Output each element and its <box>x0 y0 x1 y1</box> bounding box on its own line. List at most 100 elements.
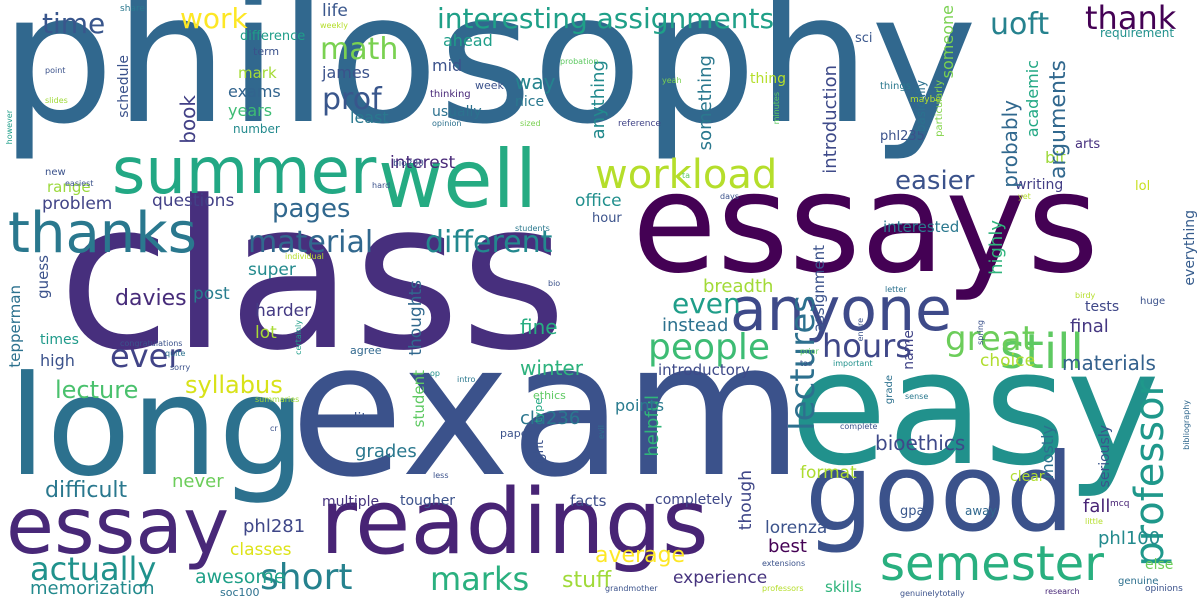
word-introductory: introductory <box>658 361 750 379</box>
word-way: way <box>515 70 556 94</box>
word-op: op <box>430 369 440 378</box>
word-tepperman: tepperman <box>6 285 24 368</box>
word-grades: grades <box>355 441 417 462</box>
word-prof: prof <box>322 82 382 117</box>
word-gpa: gpa <box>900 504 925 519</box>
word-less: less <box>433 471 449 480</box>
word-book: book <box>176 95 200 144</box>
word-bio: bio <box>548 279 561 288</box>
word-materials: materials <box>1062 351 1156 375</box>
word-maybe: maybe <box>910 95 941 105</box>
word-extensions: extensions <box>762 559 806 568</box>
word-best: best <box>768 536 807 557</box>
word-usually: usually <box>432 104 482 120</box>
word-students: students <box>515 224 550 233</box>
word-research: research <box>1045 587 1080 596</box>
word-great: great <box>945 319 1035 359</box>
word-easiest: easiest <box>65 179 94 188</box>
word-life: life <box>322 1 348 21</box>
word-anything: anything <box>588 60 609 140</box>
word-hard: hard <box>372 181 391 190</box>
word-phl235: phl235 <box>880 129 925 144</box>
word-lot: lot <box>255 323 277 343</box>
word-fall: fall <box>1083 496 1111 517</box>
word-easier: easier <box>895 166 975 196</box>
word-assignment: assignment <box>810 245 828 333</box>
word-average: average <box>595 543 686 568</box>
word-ever: ever <box>110 337 182 375</box>
word-particularly: particularly <box>934 80 945 137</box>
word-basically: basically <box>914 80 928 133</box>
word-tougher: tougher <box>400 493 456 509</box>
word-quite: quite <box>165 349 186 358</box>
word-schedule: schedule <box>116 55 132 118</box>
word-philosophy: philosophy <box>0 0 978 164</box>
word-letter: letter <box>885 285 907 294</box>
word-still: still <box>1000 324 1084 380</box>
word-arguments: arguments <box>1046 60 1071 180</box>
word-grade: grade <box>884 375 895 405</box>
word-student: student <box>410 370 428 428</box>
word-yet: yet <box>1018 192 1031 201</box>
word-office: office <box>575 191 622 211</box>
word-someone: someone <box>938 5 957 79</box>
word-soc100: soc100 <box>220 586 260 599</box>
word-thank: thank <box>1085 0 1177 37</box>
word-hour: hour <box>592 211 622 226</box>
word-questions: questions <box>152 191 235 211</box>
word-yeah: yeah <box>662 76 682 85</box>
word-edit: edit <box>340 411 367 427</box>
word-agree: agree <box>350 344 382 357</box>
word-entire: entire <box>856 318 865 342</box>
word-introduction: introduction <box>820 65 841 174</box>
word-difficult: difficult <box>45 478 128 503</box>
word-people: people <box>648 327 771 368</box>
word-anyone: anyone <box>730 275 952 345</box>
word-fine: fine <box>520 315 558 339</box>
word-instead: instead <box>662 315 729 336</box>
word-thinking: thinking <box>430 89 471 100</box>
word-right: right <box>532 440 547 471</box>
word-new: new <box>45 167 66 178</box>
word-post: post <box>193 284 230 304</box>
word-mcq: mcq <box>1110 499 1130 509</box>
word-clear: clear <box>1010 469 1045 485</box>
word-paper: paper <box>500 427 532 440</box>
word-though: though <box>736 470 756 531</box>
word-things: things <box>880 81 911 92</box>
word-skills: skills <box>825 578 862 596</box>
word-readings: readings <box>320 470 709 575</box>
word-format: format <box>800 463 857 483</box>
word-genuinelytotally: genuinelytotally <box>900 589 965 598</box>
word-arts: arts <box>1075 137 1101 152</box>
word-bioethics: bioethics <box>875 431 966 455</box>
word-opinions: opinions <box>1145 584 1183 594</box>
word-cr: cr <box>270 424 278 433</box>
word-lol: lol <box>1135 179 1151 194</box>
word-probably: probably <box>998 100 1022 188</box>
word-ethics: ethics <box>533 389 566 402</box>
word-complete: complete <box>840 422 878 431</box>
word-workload: workload <box>595 152 778 198</box>
word-term: term <box>253 45 280 58</box>
word-away: away <box>965 504 997 518</box>
word-tas: tas <box>800 359 813 368</box>
word-week: week <box>475 79 504 92</box>
word-grandmother: grandmother <box>605 584 658 593</box>
word-even: even <box>672 287 741 320</box>
word-years: years <box>228 101 273 120</box>
word-probation: probation <box>560 57 599 66</box>
word-important: important <box>833 359 873 368</box>
word-semester: semester <box>880 536 1104 592</box>
word-nice: nice <box>515 94 545 110</box>
word-exams: exams <box>228 82 281 101</box>
word-short: short <box>260 557 353 598</box>
word-awesome: awesome <box>195 566 286 588</box>
word-professors: professors <box>762 584 804 593</box>
word-completely: completely <box>655 492 733 508</box>
word-winter: winter <box>520 356 583 380</box>
word-different: different <box>425 225 553 260</box>
word-bit: bit <box>1045 148 1066 167</box>
word-essay: essay <box>6 482 230 572</box>
word-interested: interested <box>883 218 960 236</box>
